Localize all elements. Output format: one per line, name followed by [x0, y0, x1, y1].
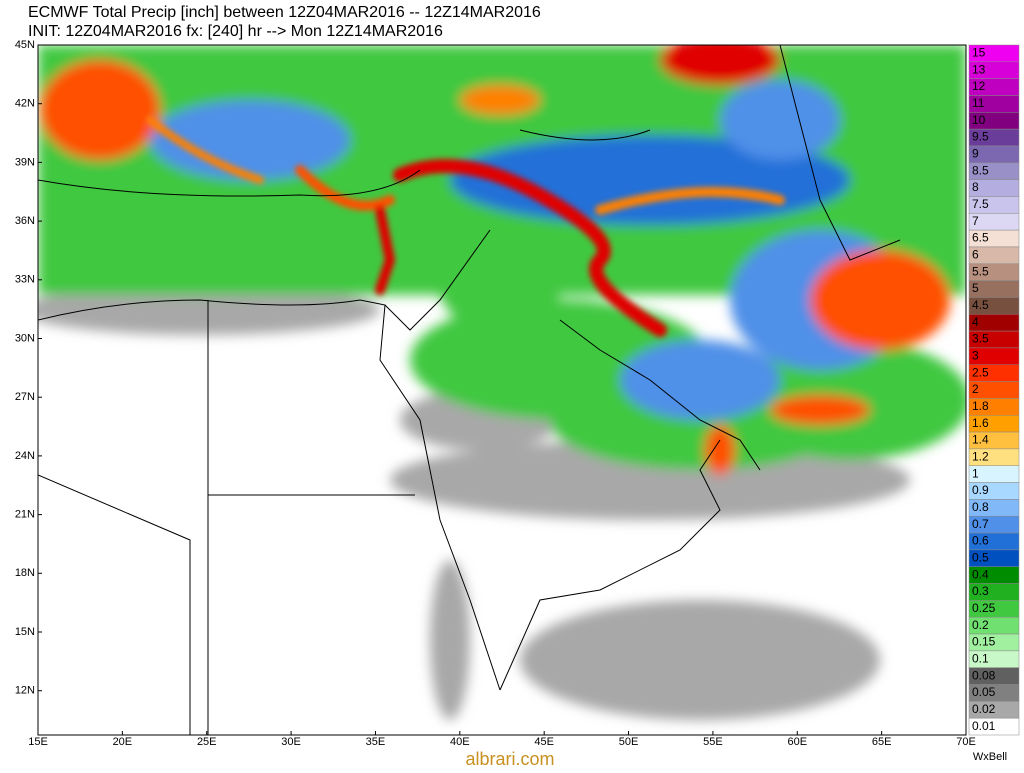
colorbar-label: 0.7 — [972, 517, 989, 531]
title-line1: ECMWF Total Precip [inch] between 12Z04M… — [28, 4, 541, 21]
colorbar-label: 3.5 — [972, 332, 989, 346]
colorbar-label: 12 — [972, 79, 986, 93]
colorbar-label: 4.5 — [972, 298, 989, 312]
lat-label: 15N — [15, 626, 35, 638]
colorbar-label: 0.9 — [972, 483, 989, 497]
colorbar-label: 4 — [972, 315, 979, 329]
lat-label: 33N — [15, 274, 35, 286]
colorbar-label: 8 — [972, 180, 979, 194]
colorbar-label: 0.02 — [972, 702, 996, 716]
colorbar-label: 7 — [972, 214, 979, 228]
colorbar-label: 1.6 — [972, 416, 989, 430]
lon-label: 40E — [450, 736, 470, 748]
lon-label: 65E — [872, 736, 892, 748]
colorbar-label: 0.5 — [972, 550, 989, 564]
lat-label: 39N — [15, 156, 35, 168]
colorbar-label: 10 — [972, 113, 986, 127]
colorbar-label: 6.5 — [972, 231, 989, 245]
colorbar-label: 8.5 — [972, 163, 989, 177]
colorbar-label: 1.2 — [972, 449, 989, 463]
lon-label: 55E — [703, 736, 723, 748]
colorbar-label: 0.6 — [972, 534, 989, 548]
lon-label: 15E — [28, 736, 48, 748]
lon-label: 25E — [197, 736, 217, 748]
lon-label: 35E — [366, 736, 386, 748]
colorbar-label: 7.5 — [972, 197, 989, 211]
colorbar-label: 0.4 — [972, 567, 989, 581]
lon-label: 45E — [534, 736, 554, 748]
lat-label: 27N — [15, 391, 35, 403]
colorbar-label: 13 — [972, 62, 986, 76]
lat-label: 21N — [15, 509, 35, 521]
colorbar-label: 11 — [972, 96, 985, 110]
colorbar-label: 0.25 — [972, 601, 996, 615]
lat-label: 18N — [15, 567, 35, 579]
colorbar-swatch — [968, 717, 1020, 736]
lat-label: 42N — [15, 98, 35, 110]
lat-label: 30N — [15, 332, 35, 344]
lat-label: 12N — [15, 685, 35, 697]
colorbar-label: 15 — [972, 46, 986, 60]
watermark: albrari.com — [465, 749, 554, 768]
colorbar-label: 0.2 — [972, 618, 989, 632]
colorbar-label: 2.5 — [972, 365, 989, 379]
colorbar-label: 1.8 — [972, 399, 989, 413]
colorbar-label: 1 — [972, 466, 979, 480]
colorbar-label: 5 — [972, 281, 979, 295]
lat-label: 24N — [15, 450, 35, 462]
lat-label: 45N — [15, 39, 35, 51]
title-line2: INIT: 12Z04MAR2016 fx: [240] hr --> Mon … — [28, 23, 443, 40]
colorbar-label: 0.1 — [972, 651, 989, 665]
lon-label: 70E — [956, 736, 976, 748]
lon-label: 50E — [619, 736, 639, 748]
colorbar-label: 0.3 — [972, 584, 989, 598]
lon-label: 60E — [787, 736, 807, 748]
colorbar-label: 0.01 — [972, 719, 996, 733]
colorbar-label: 2 — [972, 382, 979, 396]
map-frame — [37, 44, 967, 736]
colorbar-label: 9 — [972, 147, 979, 161]
colorbar-label: 0.08 — [972, 668, 996, 682]
precip-field — [38, 45, 966, 735]
colorbar-label: 5.5 — [972, 264, 989, 278]
lat-label: 36N — [15, 215, 35, 227]
colorbar-label: 3 — [972, 349, 979, 363]
lon-label: 30E — [281, 736, 301, 748]
colorbar-label: 9.5 — [972, 130, 989, 144]
credit: WxBell — [973, 751, 1007, 763]
colorbar-label: 0.05 — [972, 685, 996, 699]
lon-label: 20E — [113, 736, 133, 748]
colorbar-label: 6 — [972, 248, 979, 262]
colorbar-label: 1.4 — [972, 433, 989, 447]
colorbar-label: 0.15 — [972, 635, 996, 649]
colorbar-label: 0.8 — [972, 500, 989, 514]
